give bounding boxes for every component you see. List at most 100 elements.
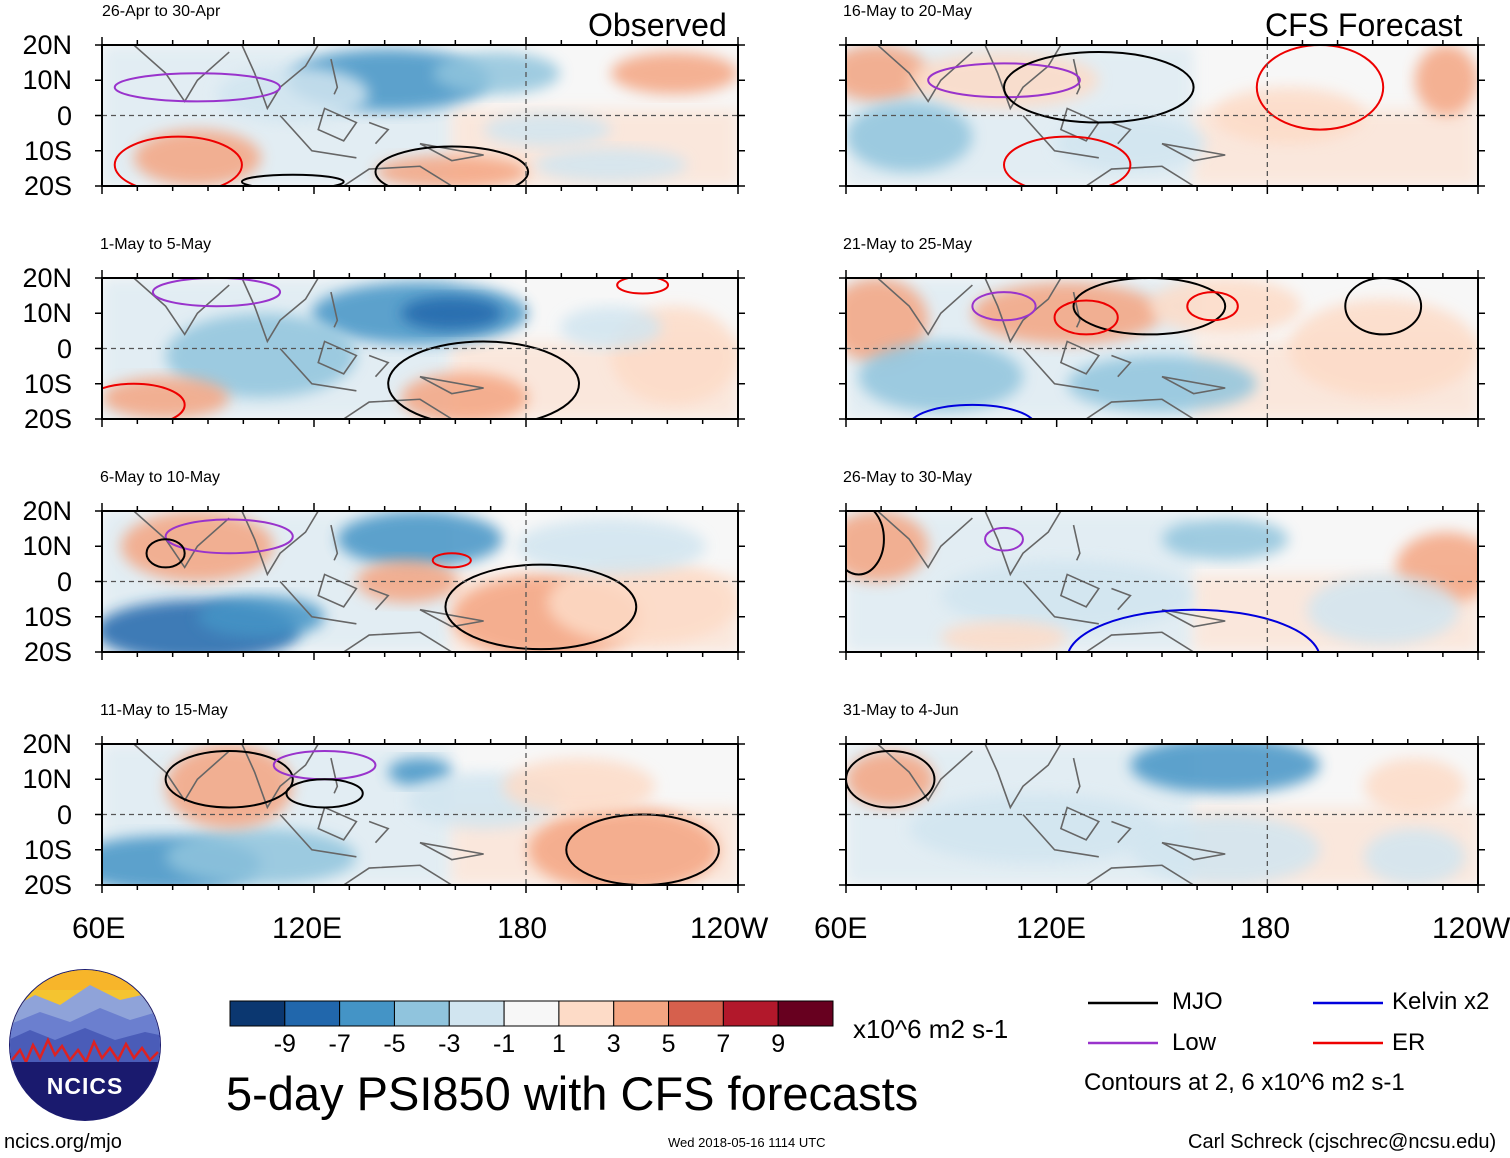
anomaly-shading [216,66,370,123]
panel-title-fc-3: 26-May to 30-May [843,469,972,486]
coastlines [877,278,1226,419]
anomaly-shading [102,376,230,419]
legend-note: Contours at 2, 6 x10^6 m2 s-1 [1084,1069,1405,1096]
colorbar-swatch [558,1000,615,1027]
wave-contour [1067,608,1320,652]
colorbar-tick-label: -9 [273,1030,296,1058]
lat-label: 10S [23,368,72,399]
wave-contour [151,278,282,308]
anomaly-shading [528,807,719,885]
anomaly-shading [1054,115,1207,172]
lat-label: 10N [22,298,72,329]
coastlines [877,511,1226,652]
colorbar-swatch [448,1000,505,1027]
panel-title-obs-2: 1-May to 5-May [100,236,212,253]
anomaly-shading [940,620,1068,652]
lat-label: 20N [22,729,72,759]
lat-label: 10N [22,764,72,795]
anomaly-shading [1364,758,1466,815]
anomaly-shading [1067,355,1257,412]
legend-label-low: Low [1172,1029,1217,1056]
anomaly-shading [1162,518,1289,561]
wave-contour [1344,278,1423,336]
colorbar-swatch [722,1000,779,1027]
wave-contour [1053,299,1119,336]
anomaly-shading [610,52,738,95]
lat-label: 0 [56,566,72,597]
anomaly-shading [972,282,1162,345]
wave-contour [1072,278,1227,336]
anomaly-shading [1364,828,1466,885]
wave-contour [444,563,638,651]
wave-contour [846,750,936,809]
coastlines [877,744,1226,885]
anomaly-shading [502,758,656,815]
wave-contour [285,778,364,809]
colorbar-tick-label: 9 [771,1030,786,1058]
map-panel-fc-3 [839,503,1485,660]
colorbar-tick-label: 5 [661,1030,676,1058]
lon-label-180: 180 [497,912,548,945]
wave-contour [113,72,282,103]
lat-label: 10S [23,601,72,632]
anomaly-shading [547,560,738,645]
colorbar-tick-label: -7 [328,1030,351,1058]
panel-title-obs-1: 26-Apr to 30-Apr [102,3,221,20]
wave-contour [145,538,186,569]
lat-label: 20N [22,30,72,60]
anomaly-shading [165,313,357,398]
anomaly-shading [432,52,560,95]
lat-label: 10S [23,135,72,166]
wave-contour [911,403,1034,419]
wave-contour [927,62,1081,99]
wave-contour [431,552,472,569]
anomaly-shading [133,129,261,186]
map-panel-fc-4 [839,736,1485,893]
lat-label: 0 [56,100,72,131]
anomaly-shading [165,828,357,885]
colorbar-swatch [503,1000,560,1027]
colorbar-tick-label: -5 [383,1030,406,1058]
wave-contour [1186,291,1239,322]
wave-contour [1003,51,1195,124]
anomaly-shading [483,112,611,147]
anomaly-shading [559,306,662,349]
anomaly-shading [846,751,935,808]
colorbar [229,1000,834,1027]
wave-contour [971,291,1037,322]
anomaly-shading [375,154,529,186]
observed-label: Observed [588,7,727,43]
wave-contour [984,526,1024,552]
legend-label-kelvin: Kelvin x2 [1392,988,1490,1015]
lat-label: 0 [56,799,72,830]
lon-label-60e-right: 60E [814,912,868,945]
colorbar-swatch [229,1000,286,1027]
panel-title-obs-3: 6-May to 10-May [100,469,221,486]
footer-timestamp: Wed 2018-05-16 1114 UTC [668,1135,826,1150]
wave-contour [164,518,294,555]
footer-website: ncics.org/mjo [4,1131,122,1153]
anomaly-shading [858,341,1023,412]
map-panel-fc-1 [839,37,1485,194]
logo-text: NCICS [47,1073,124,1099]
anomaly-shading [846,511,929,582]
panel-title-fc-2: 21-May to 25-May [843,236,972,253]
wave-contour [240,173,345,186]
anomaly-shading [1130,744,1320,794]
lon-label-180-right: 180 [1240,912,1291,945]
lon-label-120e-right: 120E [1016,912,1087,945]
anomaly-shading [534,147,688,182]
map-panel-obs-4 [95,736,745,893]
lon-label-120e: 120E [272,912,343,945]
anomaly-shading [1288,299,1478,398]
panel-title-obs-4: 11-May to 15-May [100,702,228,719]
colorbar-tick-label: 3 [606,1030,621,1058]
anomaly-shading [197,595,325,638]
lon-label-60e: 60E [72,912,126,945]
anomaly-shading [1307,574,1460,645]
lat-label: 10S [23,834,72,865]
lon-label-120w: 120W [690,912,769,945]
colorbar-tick-label: 7 [716,1030,731,1058]
colorbar-swatch [777,1000,834,1027]
legend-label-mjo: MJO [1172,988,1223,1015]
